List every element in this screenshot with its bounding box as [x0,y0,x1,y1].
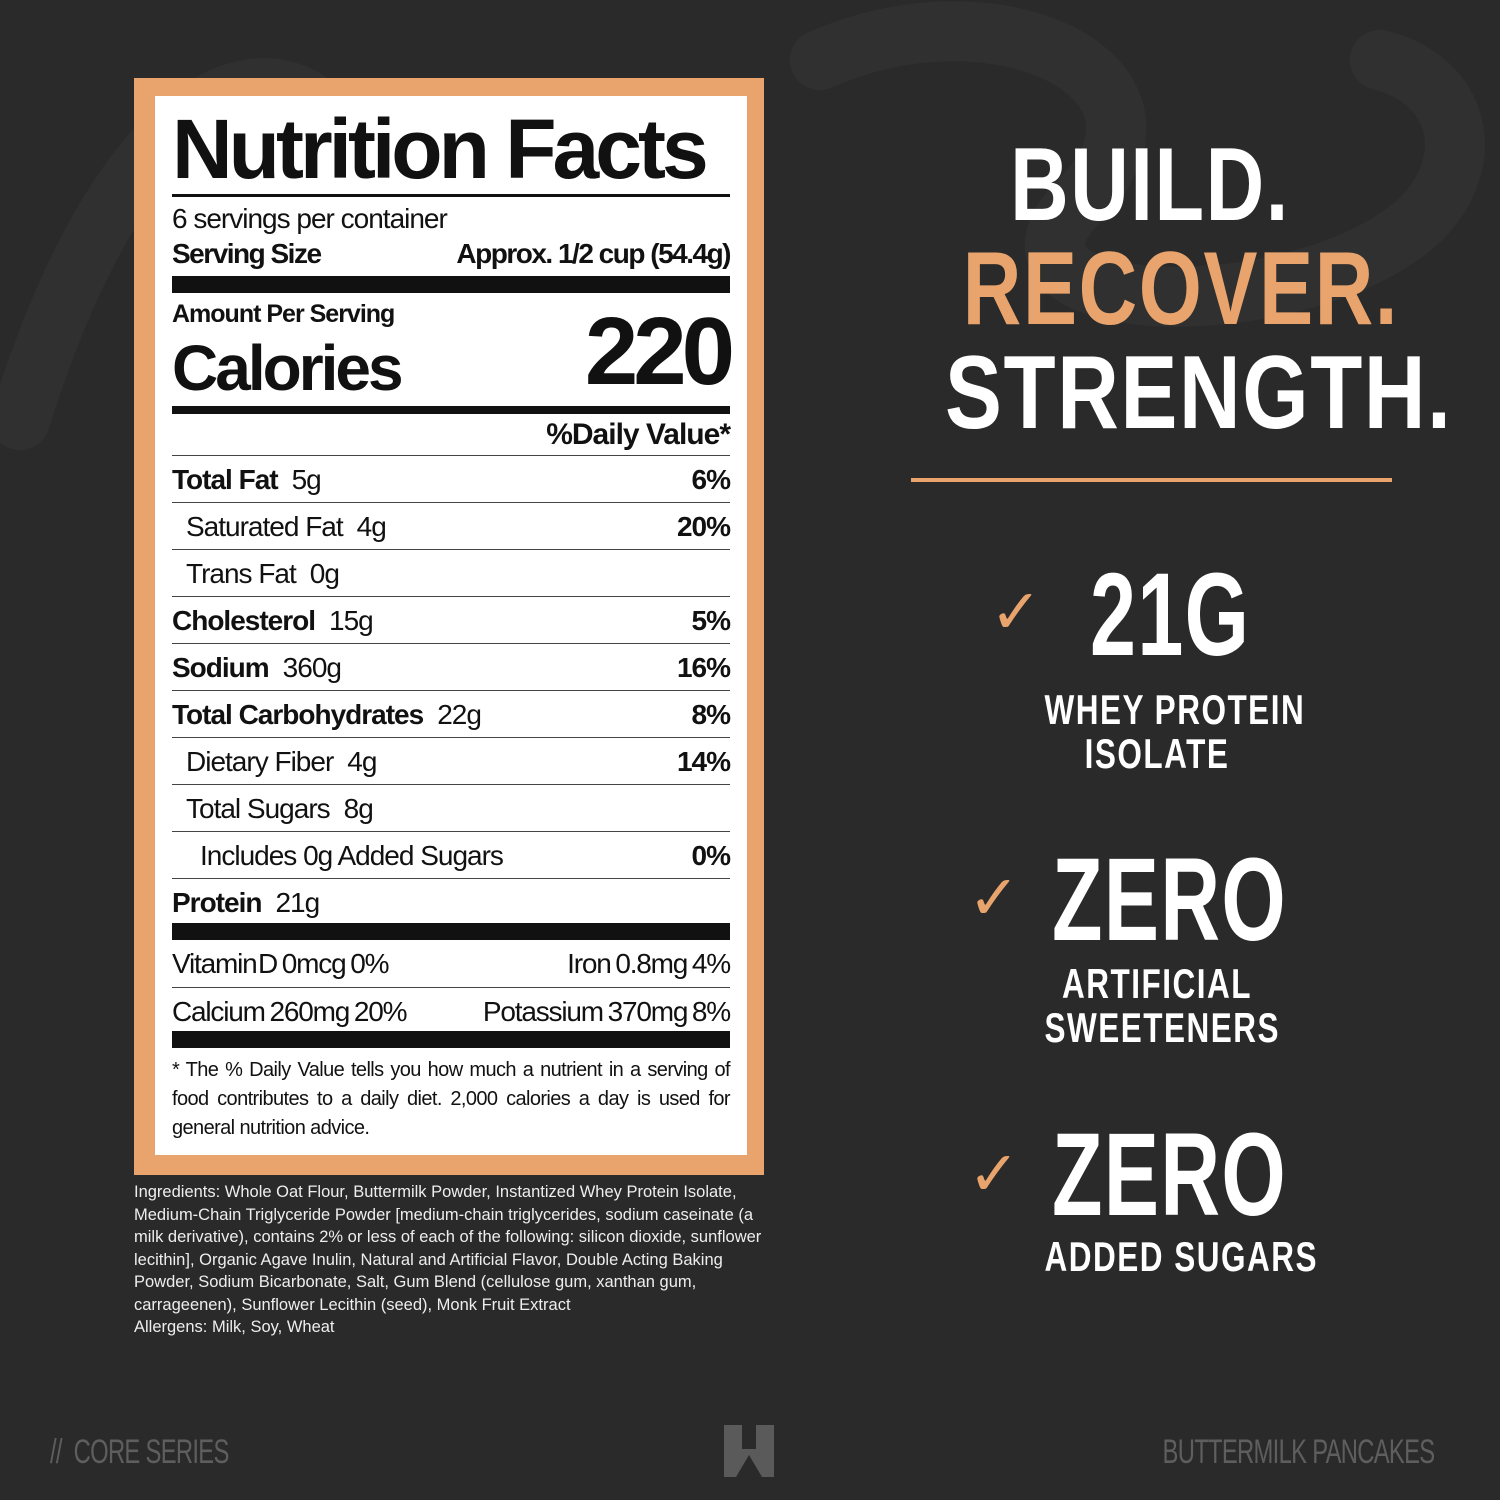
nutrient-row-total-fat: Total Fat 5g 6% [172,464,731,495]
nutrient-row-dietary-fiber: Dietary Fiber 4g 14% [186,746,731,777]
nutrient-row-sodium: Sodium 360g 16% [172,652,731,683]
servings-per-container: 6 servings per container [172,203,448,234]
divider [911,478,1392,482]
claim-sweeteners-text: ARTIFICIAL SWEETENERS [1044,960,1281,1051]
nutrient-row-saturated-fat: Saturated Fat 4g 20% [186,511,731,542]
claim-sugars-big: ZERO [1052,1109,1288,1241]
nutrient-row-cholesterol: Cholesterol 15g 5% [172,605,731,636]
label-title: Nutrition Facts [172,102,709,196]
allergens-text: Allergens: Milk, Soy, Wheat [134,1318,335,1336]
claim-sweeteners-big: ZERO [1052,834,1288,966]
vitamin-row-2: Calcium 260mg 20% Potassium 370mg 8% [172,996,731,1027]
claim-sugars-text: ADDED SUGARS [1044,1233,1319,1280]
checkmark-icon: ✓ [968,1140,1020,1209]
nutrient-row-added-sugars: Includes 0g Added Sugars 0% [200,840,731,871]
brand-logo-icon [724,1425,774,1477]
headline-build: BUILD. [1010,127,1290,243]
footer-series: // CORE SERIES [50,1433,229,1471]
calories-label: Calories [172,332,404,404]
vitamin-row-1: Vitamin D 0mcg 0% Iron 0.8mg 4% [172,948,731,979]
nutrient-row-protein: Protein 21g [172,887,320,918]
ingredients-block: Ingredients: Whole Oat Flour, Buttermilk… [134,1181,779,1339]
amount-per-serving: Amount Per Serving [172,300,395,328]
nutrient-row-total-carbohydrates: Total Carbohydrates 22g 8% [172,699,731,730]
headline-strength: STRENGTH. [945,335,1453,451]
calories-value: 220 [584,298,735,405]
claim-protein-big: 21G [1090,549,1251,681]
ingredients-text: Ingredients: Whole Oat Flour, Buttermilk… [134,1183,762,1314]
daily-value-header: %Daily Value* [546,418,731,451]
checkmark-icon: ✓ [968,864,1020,933]
footer-flavor: BUTTERMILK PANCAKES [1162,1433,1435,1471]
nutrition-facts-label: Nutrition Facts 6 servings per container… [155,96,747,1155]
claim-protein-text: WHEY PROTEIN ISOLATE [1044,686,1306,777]
nutrient-row-trans-fat: Trans Fat 0g [186,558,340,589]
nutrient-row-total-sugars: Total Sugars 8g [186,793,374,824]
serving-size-value: Approx. 1/2 cup (54.4g) [456,238,731,269]
checkmark-icon: ✓ [990,578,1042,647]
headline-recover: RECOVER. [962,231,1399,347]
serving-size-label: Serving Size [172,238,322,269]
daily-value-footnote: * The % Daily Value tells you how much a… [172,1059,731,1139]
